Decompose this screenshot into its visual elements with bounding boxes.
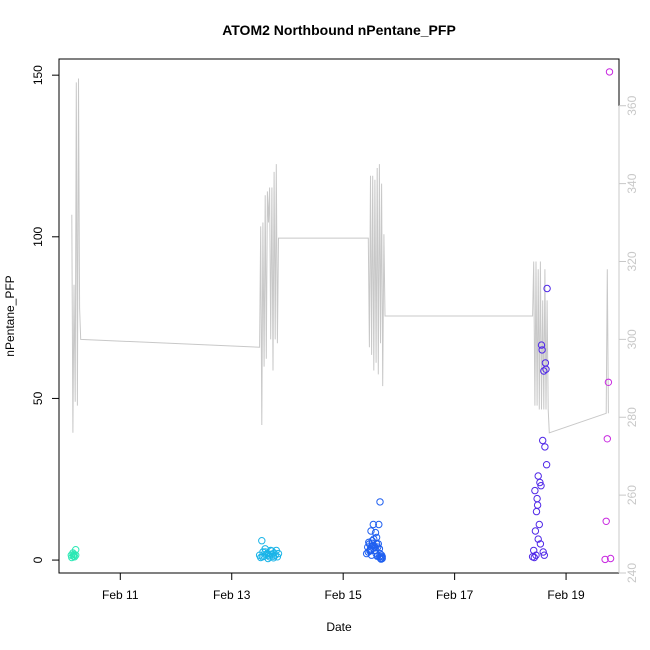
x-axis-label: Date	[326, 620, 352, 634]
data-point	[369, 520, 377, 529]
data-point	[534, 535, 542, 543]
plot-area	[67, 68, 615, 564]
data-point	[601, 555, 609, 564]
data-point	[274, 549, 283, 558]
y2-tick-label: 240	[625, 563, 639, 583]
data-point	[261, 545, 269, 553]
data-point	[376, 498, 384, 506]
y-axis-right: 240 260 280 300 320 340 360	[618, 95, 639, 583]
y-tick-label: 100	[31, 226, 45, 246]
data-point	[531, 486, 539, 495]
data-point	[371, 528, 380, 537]
y2-tick-label: 320	[625, 251, 639, 271]
data-point	[536, 478, 544, 487]
data-point	[258, 537, 266, 545]
y2-tick-label: 260	[625, 485, 639, 505]
data-point	[539, 548, 547, 556]
x-tick-label: Feb 15	[324, 588, 362, 602]
data-point	[273, 553, 282, 561]
data-point	[375, 545, 384, 553]
data-point	[370, 541, 378, 550]
x-tick-label: Feb 13	[213, 588, 251, 602]
data-point	[542, 461, 551, 469]
data-point	[537, 482, 545, 490]
data-point	[375, 520, 383, 529]
data-point	[543, 284, 551, 293]
data-point	[267, 550, 275, 558]
data-point	[537, 341, 546, 349]
data-point	[72, 546, 80, 554]
y-tick-label: 50	[31, 391, 45, 405]
y-tick-label: 150	[31, 65, 45, 85]
y-tick-label: 0	[31, 556, 45, 563]
data-point	[372, 533, 381, 542]
data-point	[531, 527, 540, 535]
x-tick-label: Feb 19	[547, 588, 585, 602]
data-point	[604, 378, 613, 386]
data-point	[70, 553, 79, 561]
data-point	[536, 540, 545, 548]
data-point	[532, 507, 541, 516]
data-point	[368, 539, 376, 547]
data-point	[535, 520, 543, 529]
x-axis: Feb 11 Feb 13 Feb 15 Feb 17 Feb 19	[102, 573, 585, 602]
data-point	[533, 494, 541, 503]
chart-title: ATOM2 Northbound nPentane_PFP	[222, 22, 456, 38]
y2-tick-label: 280	[625, 407, 639, 427]
data-point	[534, 472, 542, 480]
data-point	[376, 549, 384, 558]
data-point	[530, 546, 538, 555]
data-point	[533, 501, 542, 509]
series-line	[71, 78, 609, 434]
y-axis-left: 0 50 100 150	[31, 65, 59, 563]
y2-tick-label: 300	[625, 329, 639, 349]
y2-tick-label: 360	[625, 95, 639, 115]
data-point	[540, 367, 548, 375]
data-point	[538, 346, 546, 354]
data-point	[540, 551, 548, 559]
x-tick-label: Feb 11	[102, 588, 139, 602]
y2-tick-label: 340	[625, 173, 639, 193]
data-point	[366, 547, 374, 555]
data-point	[539, 436, 547, 445]
data-point	[72, 551, 80, 559]
data-point	[541, 443, 549, 451]
data-point	[605, 68, 614, 76]
data-point	[532, 551, 540, 559]
data-point	[367, 527, 375, 535]
data-point	[606, 554, 615, 563]
data-point	[374, 552, 382, 560]
data-point	[603, 435, 611, 443]
y-axis-label: nPentane_PFP	[3, 275, 17, 356]
data-point	[541, 359, 550, 367]
x-tick-label: Feb 17	[436, 588, 474, 602]
data-point	[602, 517, 610, 525]
data-point	[530, 553, 538, 562]
